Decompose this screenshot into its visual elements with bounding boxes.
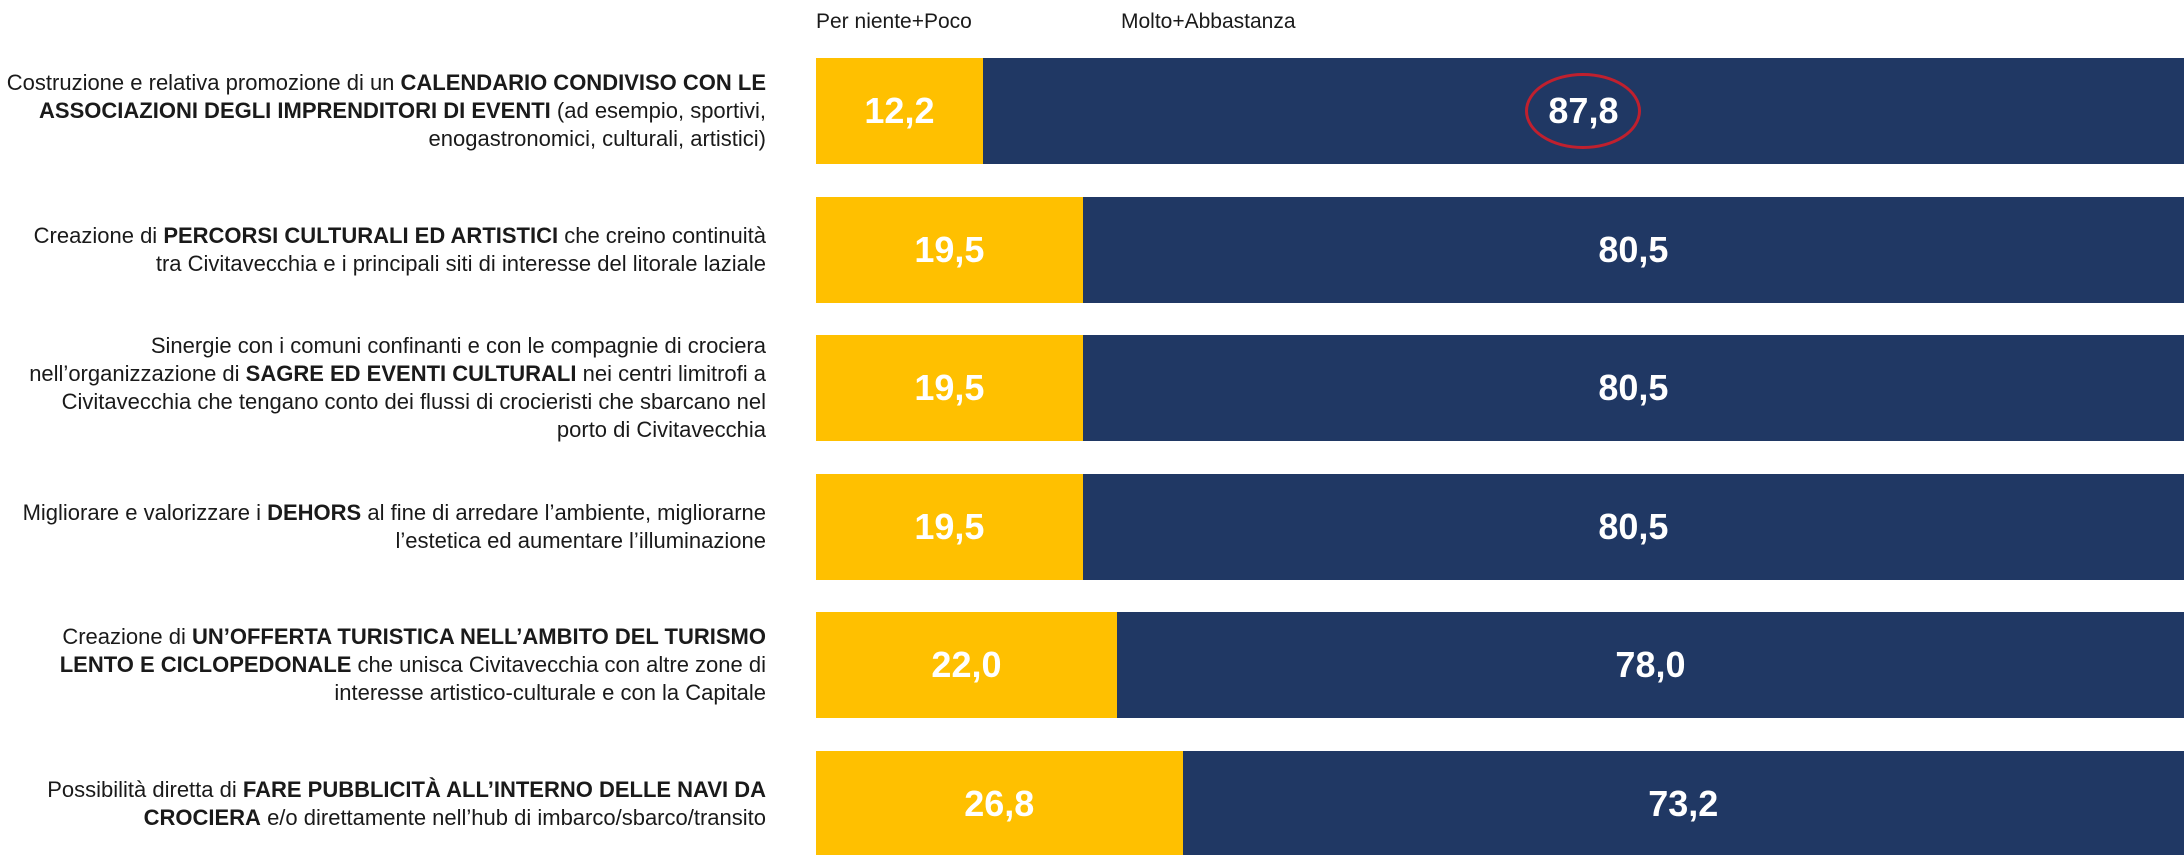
- label-run: (ad esempio, sportivi, enogastronomici, …: [428, 98, 766, 151]
- category-label: Migliorare e valorizzare i DEHORS al fin…: [6, 499, 766, 555]
- value-label: 78,0: [1615, 644, 1686, 686]
- label-run: CALENDARIO CONDIVISO CON LE ASSOCIAZIONI…: [39, 70, 766, 123]
- label-run: UN’OFFERTA TURISTICA NELL’AMBITO DEL TUR…: [59, 624, 766, 678]
- label-run: FARE PUBBLICITÀ ALL’INTERNO DELLE NAVI D…: [143, 777, 766, 830]
- value-label: 12,2: [864, 90, 935, 131]
- legend-entry: Molto+Abbastanza: [1121, 10, 1296, 33]
- bar-segment: [1082, 473, 2184, 580]
- label-run: che creino continuità tra Civitavecchia …: [155, 222, 766, 276]
- label-run: SAGRE ED EVENTI CULTURALI: [245, 361, 577, 387]
- bar-segment: [1082, 335, 2184, 442]
- value-label: 80,5: [1598, 505, 1669, 547]
- value-label: 80,5: [1598, 228, 1669, 270]
- category-label: Sinergie con i comuni confinanti e con l…: [6, 332, 766, 444]
- value-label: 19,5: [914, 505, 985, 547]
- label-run: che unisca Civitavecchia con altre zone …: [334, 652, 766, 706]
- bar-segment: [816, 196, 1083, 303]
- label-run: e/o direttamente nell’hub di imbarco/sba…: [260, 805, 766, 830]
- label-run: Migliorare e valorizzare i: [22, 499, 268, 525]
- bar-segment: [816, 335, 1083, 442]
- bar-segment: [816, 751, 1183, 855]
- value-label: 19,5: [914, 367, 985, 409]
- value-label: 22,0: [931, 644, 1002, 686]
- label-run: PERCORSI CULTURALI ED ARTISTICI: [163, 222, 559, 248]
- category-label: Creazione di UN’OFFERTA TURISTICA NELL’A…: [6, 623, 766, 707]
- bar-segment: [816, 58, 983, 164]
- label-run: Costruzione e relativa promozione di un: [6, 70, 401, 95]
- legend-entry: Per niente+Poco: [816, 10, 972, 33]
- category-label: Costruzione e relativa promozione di un …: [6, 69, 766, 153]
- label-run: nei centri limitrofi a Civitavecchia che…: [61, 361, 766, 443]
- label-run: Creazione di: [62, 624, 192, 650]
- highlight-ellipse: [1525, 73, 1642, 149]
- value-label: 26,8: [964, 783, 1035, 824]
- bar-segment: [1182, 751, 2184, 855]
- label-run: Sinergie con i comuni confinanti e con l…: [29, 333, 766, 387]
- value-label: 73,2: [1648, 783, 1719, 824]
- category-label: Possibilità diretta di FARE PUBBLICITÀ A…: [6, 776, 766, 832]
- label-run: DEHORS: [267, 499, 362, 525]
- value-label: 80,5: [1598, 367, 1669, 409]
- bar-segment: [816, 473, 1083, 580]
- bar-segment: [1116, 612, 2184, 719]
- label-run: al fine di arredare l’ambiente, migliora…: [361, 499, 766, 553]
- category-label: Creazione di PERCORSI CULTURALI ED ARTIS…: [6, 222, 766, 278]
- label-run: Possibilità diretta di: [47, 777, 243, 802]
- bar-segment: [816, 612, 1117, 719]
- label-run: Creazione di: [33, 222, 164, 248]
- bar-segment: [1082, 196, 2184, 303]
- value-label: 19,5: [914, 228, 985, 270]
